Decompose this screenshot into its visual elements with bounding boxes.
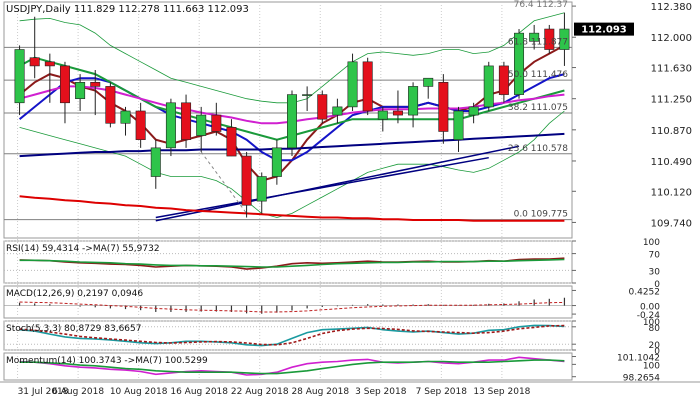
indicator-tick-label: -0.24	[637, 311, 661, 321]
date-label: 13 Sep 2018	[473, 387, 530, 397]
price-tick-label: 110.120	[651, 187, 692, 198]
candle-body	[453, 110, 464, 140]
last-price-label: 112.093	[581, 25, 627, 36]
indicator-label: RSI(14) 59,4314 ->MA(7) 55,9732	[6, 244, 160, 254]
trendline	[155, 145, 520, 222]
candle-body	[423, 77, 434, 87]
indicator-tick-label: 80	[649, 324, 661, 334]
trendline	[155, 156, 489, 219]
indicator-tick-label: 100	[643, 361, 660, 371]
candle-body	[392, 110, 403, 116]
candle-body	[14, 49, 25, 104]
candle-body	[181, 102, 192, 140]
candle-body	[135, 110, 146, 140]
price-tick-label: 112.380	[651, 2, 692, 13]
candle-body	[529, 32, 540, 42]
price-tick-label: 110.870	[651, 126, 692, 137]
macd-pane-frame	[3, 285, 573, 319]
candle-body	[271, 147, 282, 177]
fibonacci-label: 50.0 111.476	[508, 70, 568, 80]
fibonacci-label: 61.8 111.877	[508, 37, 568, 47]
date-label: 7 Sep 2018	[416, 387, 468, 397]
candle-body	[332, 106, 343, 116]
price-tick-label: 111.630	[651, 64, 692, 75]
fibonacci-label: 0.0 109.775	[514, 210, 568, 220]
candle-body	[211, 114, 222, 132]
candle-body	[483, 65, 494, 108]
date-label: 31 Jul 2018	[18, 387, 69, 397]
candle-body	[196, 114, 207, 136]
momentum-line	[19, 359, 565, 375]
indicator-tick-label: 0.00	[640, 303, 660, 313]
stoch-line	[19, 324, 565, 346]
date-label: 10 Aug 2018	[110, 387, 168, 397]
indicator-tick-label: 100	[643, 238, 660, 248]
indicator-tick-label: 20	[649, 341, 661, 351]
date-label: 28 Aug 2018	[291, 387, 349, 397]
fibonacci-label: 23.6 110.578	[508, 144, 568, 154]
rsi-line	[19, 258, 565, 268]
candle-body	[438, 82, 449, 132]
indicator-tick-label: 70	[649, 251, 661, 261]
indicator-label: Momentum(14) 100.3743 ->MA(7) 100.5299	[6, 356, 208, 366]
price-tick-label: 110.490	[651, 157, 692, 168]
last-price-marker	[574, 22, 634, 36]
indicator-tick-label: 30	[649, 267, 661, 277]
indicator-tick-label: 98.2654	[623, 374, 660, 384]
candle-body	[377, 110, 388, 120]
date-label: 22 Aug 2018	[231, 387, 289, 397]
indicator-label: MACD(12,26,9) 0,2197 0,0946	[6, 289, 143, 299]
price-tick-label: 109.740	[651, 218, 692, 229]
stoch-pane-frame	[3, 320, 573, 351]
candle-body	[226, 127, 237, 157]
candle-body	[498, 65, 509, 95]
candle-body	[29, 57, 40, 67]
chart-title: USDJPY,Daily 111.829 112.278 111.663 112…	[6, 4, 249, 15]
indicator-label: Stoch(5,3,3) 80,8729 83,6657	[6, 324, 141, 334]
date-label: 16 Aug 2018	[170, 387, 228, 397]
candle-body	[59, 65, 70, 104]
candle-body	[165, 102, 176, 149]
candle-body	[514, 32, 525, 95]
candle-body	[120, 110, 131, 124]
candle-body	[347, 61, 358, 108]
candle-body	[302, 94, 313, 96]
rsi-pane-frame	[3, 240, 573, 284]
price-tick-label: 112.000	[651, 33, 692, 44]
candle-body	[90, 82, 101, 87]
candle-body	[468, 106, 479, 116]
indicator-tick-label: 0	[654, 280, 660, 290]
candle-body	[317, 94, 328, 120]
candle-body	[256, 176, 267, 202]
momentum-pane-frame	[3, 352, 573, 381]
indicator-tick-label: 100	[643, 318, 660, 328]
candle-body	[544, 28, 555, 50]
macd-signal-line	[19, 301, 565, 313]
date-label: 6 Aug 2018	[52, 387, 104, 397]
candle-body	[44, 61, 55, 67]
candle-body	[150, 147, 161, 177]
candle-body	[105, 86, 116, 124]
price-pane-frame	[3, 1, 573, 239]
indicator-tick-label: 0	[654, 347, 660, 357]
trendline	[200, 151, 247, 214]
fibonacci-label: 38.2 111.075	[508, 103, 568, 113]
candle-body	[408, 86, 419, 116]
candle-body	[362, 61, 373, 112]
date-label: 3 Sep 2018	[355, 387, 407, 397]
candle-body	[75, 82, 86, 99]
indicator-tick-label: 101.1042	[617, 354, 660, 364]
candle-body	[287, 94, 297, 149]
indicator-tick-label: 0.4252	[629, 287, 661, 297]
candle-body	[241, 155, 252, 206]
price-tick-label: 111.250	[651, 95, 692, 106]
moving-average-line	[19, 195, 565, 222]
candle-body	[559, 28, 570, 50]
fibonacci-top-label: 76.4 112.37	[514, 0, 568, 10]
